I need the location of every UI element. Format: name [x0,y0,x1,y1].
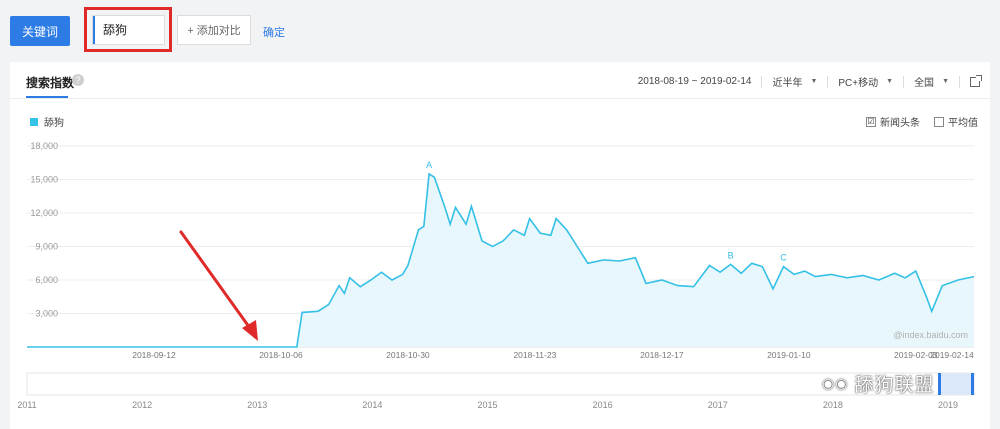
timeline-year-label: 2018 [823,400,843,410]
region-select[interactable]: 全国 [914,78,935,89]
add-compare-button[interactable]: + 添加对比 [177,15,251,45]
legend-label[interactable]: 舔狗 [44,118,64,129]
x-tick-label: 2018-10-06 [259,350,303,360]
x-tick-label: 2019-02-14 [930,350,974,360]
timeline-handle-right[interactable] [971,373,974,395]
y-tick-label: 9,000 [35,242,58,252]
average-label[interactable]: 平均值 [948,118,978,129]
keyword-toolbar: 关键词 舔狗 + 添加对比 确定 [0,0,1000,62]
arrow-annotation [179,230,258,341]
wechat-icon: ◉◉ [822,375,849,391]
chart-legend: 舔狗 [30,114,64,129]
y-tick-label: 18,000 [30,141,58,151]
highlight-box [84,7,172,52]
divider [10,98,990,99]
timeline-year-label: 2012 [132,400,152,410]
series-area [27,173,974,347]
brand-watermark: ◉◉ 舔狗联盟 [822,370,934,397]
y-tick-label: 3,000 [35,309,58,319]
timeline-year-label: 2019 [938,400,958,410]
brand-text: 舔狗联盟 [854,375,935,396]
legend-swatch [30,117,38,126]
keyword-button[interactable]: 关键词 [10,16,70,46]
caret-down-icon[interactable]: ▼ [886,78,894,85]
average-checkbox-icon[interactable] [934,116,944,127]
keyword-input[interactable]: 舔狗 [92,15,165,45]
news-label[interactable]: 新闻头条 [880,118,920,129]
period-select[interactable]: 近半年 [772,78,803,89]
timeline-handle-left[interactable] [938,373,941,395]
timeline-selection[interactable] [940,373,974,395]
timeline-year-label: 2013 [247,400,267,410]
date-range[interactable]: 2018-08-19 ~ 2019-02-14 [637,76,752,87]
external-link-icon[interactable] [970,74,982,87]
timeline-year-label: 2017 [708,400,728,410]
divider [959,75,960,88]
timeline-year-label: 2014 [362,400,382,410]
x-tick-label: 2018-11-23 [513,350,556,360]
caret-down-icon[interactable]: ▼ [942,78,949,85]
chart-controls: 2018-08-19 ~ 2019-02-14 近半年 ▼ PC+移动 ▼ 全国… [637,74,982,89]
x-tick-label: 2018-09-12 [132,350,176,360]
device-select[interactable]: PC+移动 [838,78,879,89]
x-tick-label: 2018-12-17 [640,350,684,360]
y-tick-label: 15,000 [30,175,58,185]
divider [761,75,763,88]
news-checkbox-icon[interactable]: ☑ [866,116,876,127]
x-tick-label: 2019-02-03 [894,350,938,360]
source-watermark: @index.baidu.com [893,330,968,340]
tab-underline [26,96,68,98]
event-marker-c[interactable]: C [780,253,787,263]
x-tick-label: 2019-01-10 [767,350,811,360]
y-tick-label: 6,000 [35,275,58,285]
timeline-year-label: 2015 [477,400,497,410]
event-marker-b[interactable]: B [728,250,734,260]
tab-search-index[interactable]: 搜索指数 [26,76,75,90]
timeline-year-label: 2016 [593,400,613,410]
event-marker-a[interactable]: A [426,160,432,170]
x-tick-label: 2018-10-30 [386,350,430,360]
y-tick-label: 12,000 [30,208,58,218]
help-icon[interactable]: ? [72,74,84,86]
timeline-year-label: 2011 [17,400,36,410]
divider [827,75,829,88]
caret-down-icon[interactable]: ▼ [810,78,818,85]
series-line[interactable] [27,172,975,348]
confirm-link[interactable]: 确定 [263,27,285,39]
chart-options: ☑ 新闻头条 平均值 [866,114,978,129]
divider [903,75,905,88]
